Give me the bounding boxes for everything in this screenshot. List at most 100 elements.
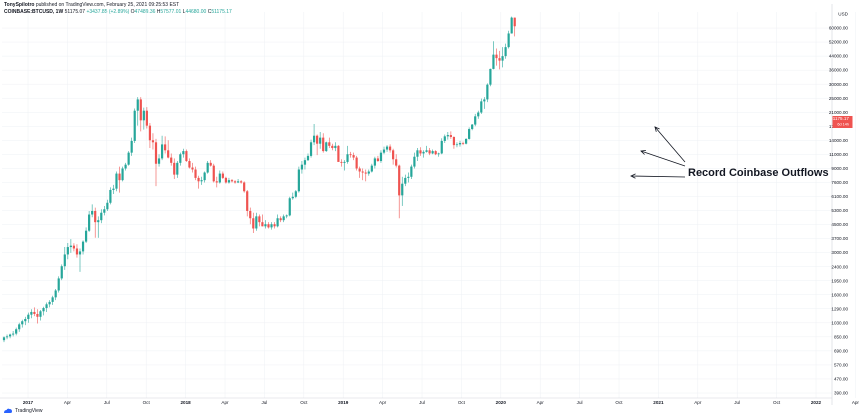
symbol-label[interactable]: COINBASE:BTCUSD, 1W [4, 8, 64, 15]
candle [279, 216, 282, 223]
candle [452, 136, 456, 149]
candle-body [273, 224, 276, 227]
low-value: 44680.00 [185, 8, 207, 15]
y-tick-label: 3700.00 [831, 236, 848, 241]
candle-body [343, 161, 346, 163]
candle-body [455, 144, 459, 146]
candle [346, 145, 349, 164]
candle-body [458, 142, 462, 145]
candle [160, 135, 164, 161]
price-axis[interactable]: USD 60000.00 52000.00 44000.00 36000.00 30000… [829, 4, 853, 405]
candle [401, 176, 404, 206]
y-tick-label: 3000.00 [831, 250, 848, 255]
candle [458, 140, 462, 147]
candle [36, 309, 39, 324]
candle [410, 164, 413, 180]
candle-body [440, 140, 443, 154]
close-value: 51175.17 [211, 8, 232, 15]
candle-body [151, 140, 155, 143]
candle-body [240, 181, 243, 183]
candle-body [97, 220, 100, 223]
author-name[interactable]: TonySpilotro [4, 2, 35, 8]
candle-body [72, 245, 76, 249]
candle-body [328, 142, 331, 146]
candle-body [340, 161, 343, 163]
candle [170, 153, 173, 166]
y-tick-label: 7600.00 [831, 180, 848, 185]
candle-body [385, 146, 389, 150]
candle [413, 152, 416, 169]
candle-body [133, 110, 136, 141]
candle-body [66, 247, 69, 255]
candle [431, 149, 434, 155]
time-axis[interactable]: 2017 Apr Jul Oct 2018 Apr Jul Oct 2019 Apr Jul Oct 2… [0, 397, 859, 405]
candle [407, 172, 410, 183]
candle [294, 189, 297, 199]
y-tick-label: 1290.00 [831, 306, 848, 311]
candle [355, 155, 358, 171]
candle [157, 154, 161, 167]
candle [200, 176, 203, 185]
candle [69, 239, 72, 253]
candle [121, 166, 124, 182]
candle [319, 132, 322, 149]
candle-body [51, 297, 54, 302]
high-value: 57577.01 [160, 8, 182, 15]
candle-body [145, 110, 148, 126]
y-tick-label: 4500.00 [831, 222, 848, 227]
candle-body [215, 181, 218, 183]
candle [179, 152, 182, 166]
y-tick-label: USD [838, 12, 848, 17]
y-tick-label: 5300.00 [831, 208, 848, 213]
candle-body [294, 191, 297, 197]
candle [492, 41, 495, 70]
candle-body [5, 336, 9, 338]
y-tick-label: 1950.00 [831, 278, 848, 283]
candle-body [316, 135, 319, 144]
y-tick-label: 2400.00 [831, 264, 848, 269]
candle [483, 97, 486, 109]
candles [2, 16, 516, 343]
candle-body [154, 142, 158, 164]
candle [154, 138, 158, 187]
candle-body [203, 172, 206, 181]
candle-body [358, 168, 361, 172]
candle [358, 166, 361, 178]
candle [322, 133, 325, 153]
x-tick-label: Jul [734, 400, 740, 405]
candle-body [477, 112, 480, 117]
candle-body [364, 172, 367, 174]
candle-body [279, 218, 282, 221]
candle-body [81, 241, 85, 252]
x-tick-label: Apr [537, 400, 545, 405]
candle [206, 161, 209, 174]
candle-body [407, 176, 410, 178]
candle-body [395, 159, 398, 166]
candle [127, 151, 130, 166]
candle [57, 276, 60, 293]
candle-body [419, 150, 422, 154]
candle-body [276, 218, 279, 227]
candle [398, 164, 401, 219]
y-tick-label: 44000.00 [829, 54, 849, 59]
candle [151, 133, 155, 150]
candle [48, 300, 51, 308]
candle [300, 161, 304, 174]
candle-body [200, 180, 203, 182]
candle-body [322, 137, 325, 152]
candle-body [209, 162, 212, 166]
candle [513, 17, 516, 37]
candle [45, 302, 48, 312]
candle [328, 137, 331, 149]
candle-body [54, 290, 57, 298]
tradingview-brand[interactable]: TradingView [15, 408, 43, 414]
candle [337, 145, 340, 162]
candle-body [446, 135, 449, 137]
candle-body [218, 173, 221, 183]
candle-body [42, 308, 45, 312]
annotation: Record Coinbase Outflows [630, 126, 829, 179]
candle-body [486, 84, 489, 100]
candle [501, 47, 504, 68]
candle-body [170, 157, 173, 163]
